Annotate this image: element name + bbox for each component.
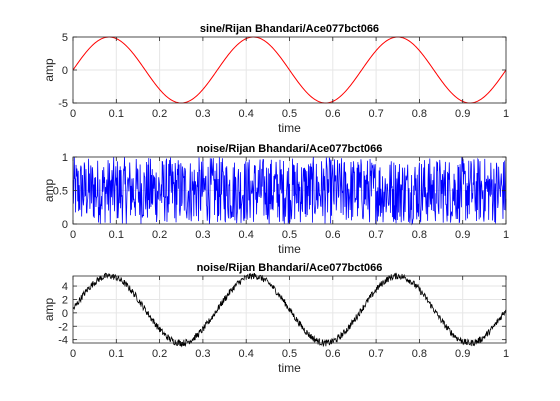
x-tick-label: 0 — [70, 229, 76, 241]
y-tick-label: 0 — [62, 308, 68, 320]
chart-title: noise/Rijan Bhandari/Ace077bct066 — [197, 143, 383, 155]
x-tick-label: 0.7 — [368, 348, 383, 360]
series-line — [72, 36, 507, 104]
y-tick-label: 5 — [62, 32, 68, 44]
x-tick-label: 0 — [70, 348, 76, 360]
chart-title: sine/Rijan Bhandari/Ace077bct066 — [200, 23, 379, 35]
x-tick-label: 0.7 — [368, 229, 383, 241]
x-tick-label: 0.1 — [109, 229, 124, 241]
x-tick-label: 0.2 — [152, 229, 167, 241]
x-tick-label: 0.2 — [152, 108, 167, 120]
x-tick-label: 1 — [503, 348, 509, 360]
x-tick-label: 0.8 — [412, 108, 427, 120]
y-tick-label: 4 — [62, 281, 68, 293]
y-tick-label: -2 — [58, 321, 68, 333]
x-tick-label: 0.1 — [109, 348, 124, 360]
x-axis-label: time — [278, 121, 301, 135]
x-axis-label: time — [278, 242, 301, 256]
x-tick-label: 0.4 — [239, 348, 254, 360]
subplot-2: 0 0.1 0.2 0.3 0.4 0.5 0.6 0.7 0.8 0.9 1 0 0.5 1 noise/… — [42, 143, 509, 256]
x-tick-label: 0.5 — [282, 229, 297, 241]
x-tick-label: 0 — [70, 108, 76, 120]
y-tick-label: 0 — [62, 219, 68, 231]
y-tick-label: 1 — [62, 152, 68, 164]
y-axis-label: amp — [42, 298, 56, 322]
x-tick-label: 1 — [503, 108, 509, 120]
x-tick-label: 0.6 — [325, 229, 340, 241]
x-tick-label: 0.3 — [195, 108, 210, 120]
x-tick-label: 1 — [503, 229, 509, 241]
y-axis-label: amp — [42, 58, 56, 82]
x-tick-label: 0.6 — [325, 348, 340, 360]
series-line — [72, 272, 507, 348]
x-axis-label: time — [278, 361, 301, 375]
x-tick-label: 0.4 — [239, 108, 254, 120]
y-tick-label: 0 — [62, 65, 68, 77]
x-tick-label: 0.2 — [152, 348, 167, 360]
subplot-3: 0 0.1 0.2 0.3 0.4 0.5 0.6 0.7 0.8 0.9 1-4-2024nois… — [42, 262, 509, 375]
x-tick-label: 0.7 — [368, 108, 383, 120]
x-tick-label: 0.6 — [325, 108, 340, 120]
y-axis-label: amp — [42, 179, 56, 203]
x-tick-label: 0.8 — [412, 229, 427, 241]
chart-title: noise/Rijan Bhandari/Ace077bct066 — [197, 262, 383, 274]
x-tick-label: 0.3 — [195, 348, 210, 360]
x-tick-label: 0.9 — [455, 348, 470, 360]
x-tick-label: 0.3 — [195, 229, 210, 241]
subplot-1: 0 0.1 0.2 0.3 0.4 0.5 0.6 0.7 0.8 0.9 1-505sine/Ri… — [42, 23, 509, 135]
series-line — [72, 157, 507, 226]
x-tick-label: 0.5 — [282, 108, 297, 120]
y-tick-label: -4 — [58, 335, 68, 347]
x-tick-label: 0.9 — [455, 108, 470, 120]
y-tick-label: 0.5 — [53, 186, 68, 198]
x-tick-label: 0.8 — [412, 348, 427, 360]
y-tick-label: -5 — [58, 98, 68, 110]
y-tick-label: 2 — [62, 294, 68, 306]
x-tick-label: 0.9 — [455, 229, 470, 241]
x-tick-label: 0.5 — [282, 348, 297, 360]
x-tick-label: 0.4 — [239, 229, 254, 241]
x-tick-label: 0.1 — [109, 108, 124, 120]
